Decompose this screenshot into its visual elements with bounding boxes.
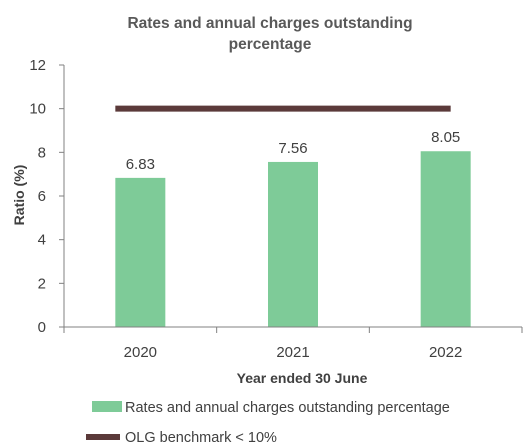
bar-series: 6.83 7.56 8.05 [115, 129, 471, 327]
y-tick-label: 0 [38, 319, 46, 336]
x-tick-label-2021: 2021 [276, 344, 309, 361]
bar-2022 [420, 151, 471, 327]
y-tick-label: 8 [38, 144, 46, 161]
legend-label-bar: Rates and annual charges outstanding per… [125, 400, 450, 416]
x-axis-title: Year ended 30 June [237, 370, 368, 386]
data-label-2020: 6.83 [126, 156, 155, 173]
y-tick-label: 4 [38, 232, 46, 249]
bar-2020 [115, 177, 166, 327]
chart-title-line-2: percentage [229, 36, 312, 53]
x-axis: 2020 2021 2022 [63, 326, 523, 361]
x-tick-label-2020: 2020 [124, 344, 157, 361]
x-tick-label-2022: 2022 [429, 344, 462, 361]
legend-swatch-bar [92, 401, 122, 412]
y-axis-title: Ratio (%) [11, 165, 27, 226]
y-axis: 0 2 4 6 8 10 12 [29, 57, 65, 336]
bar-2021 [268, 161, 318, 327]
legend: Rates and annual charges outstanding per… [86, 400, 450, 445]
y-tick-label: 6 [38, 188, 46, 205]
y-tick-label: 2 [38, 275, 46, 292]
data-label-2021: 7.56 [278, 140, 307, 157]
data-label-2022: 8.05 [431, 129, 460, 146]
y-tick-label: 10 [29, 101, 46, 118]
chart-title-line-1: Rates and annual charges outstanding [127, 15, 412, 32]
legend-label-benchmark: OLG benchmark < 10% [125, 430, 277, 445]
y-tick-label: 12 [29, 57, 46, 74]
